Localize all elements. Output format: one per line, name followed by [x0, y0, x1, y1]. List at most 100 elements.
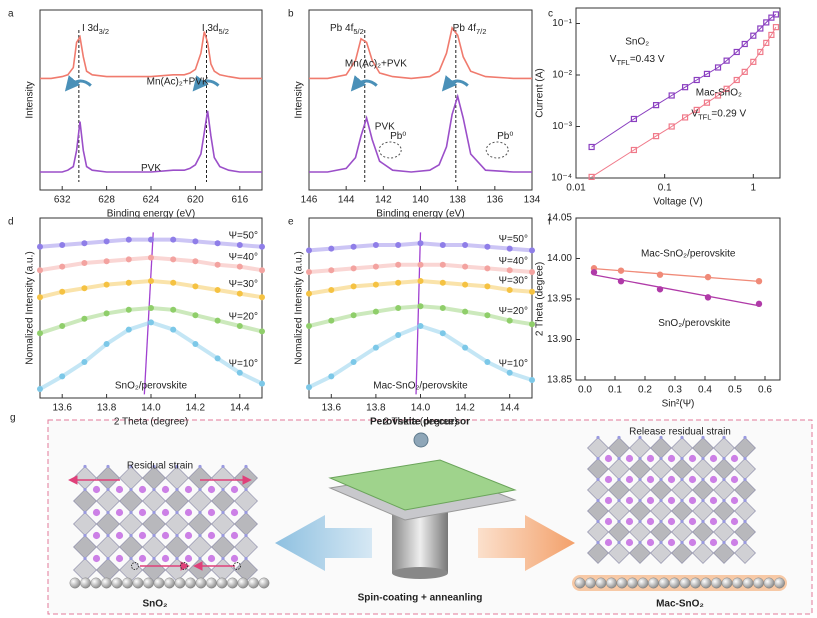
data-point [772, 24, 780, 31]
series-label: Ψ=40° [499, 256, 528, 267]
annotation-part: =0.29 V [711, 108, 746, 119]
data-point [372, 281, 379, 288]
data-point [723, 85, 730, 92]
data-point [704, 294, 712, 301]
octahedron [629, 542, 651, 564]
data-point [103, 310, 110, 317]
x-site [722, 498, 726, 503]
x-tick-label: 628 [98, 195, 115, 206]
x-tick-label: 0.1 [608, 385, 622, 396]
substrate-ball [627, 577, 638, 589]
data-point [350, 312, 357, 319]
x-site [617, 456, 621, 461]
a-site [709, 496, 718, 505]
panel-letter: e [288, 217, 294, 228]
left-arrow [275, 515, 372, 571]
substrate-ball [69, 577, 81, 589]
y-tick-label: 14.00 [547, 253, 572, 264]
y-axis-label: Nomalized Intensity (a.u.) [25, 251, 36, 364]
data-point [439, 305, 446, 311]
x-tick-label: 146 [301, 195, 318, 206]
data-point [148, 305, 154, 311]
data-point [37, 330, 43, 337]
annotation-part: TFL [698, 113, 711, 122]
series-label: Ψ=10° [499, 358, 528, 369]
x-site [743, 519, 747, 524]
x-site [83, 487, 87, 492]
data-point [656, 286, 664, 293]
x-site [152, 487, 156, 492]
a-site [184, 554, 193, 563]
data-point [733, 48, 740, 56]
annotation-part: I 3d [202, 23, 219, 34]
substrate-ball [90, 577, 102, 589]
data-point [125, 279, 132, 286]
x-site [83, 533, 87, 538]
x-site [175, 556, 179, 561]
data-point [192, 238, 199, 245]
annotation-part: SnO₂/perovskite [115, 380, 188, 391]
a-site [709, 538, 718, 547]
a-site [688, 454, 697, 463]
annotation-part: V [691, 108, 698, 119]
data-point [350, 359, 357, 365]
data-point [170, 279, 177, 286]
data-point [59, 323, 66, 329]
x-site [659, 540, 663, 545]
data-point [236, 369, 243, 376]
x-site [701, 519, 705, 524]
data-point [103, 281, 110, 288]
substrate-ball [648, 577, 659, 589]
data-point [350, 265, 357, 272]
a-site [730, 538, 739, 547]
data-point [259, 243, 265, 250]
annotation-part: Pb⁰ [497, 131, 513, 142]
series-label: Ψ=20° [499, 306, 528, 317]
substrate-ball [143, 577, 154, 589]
data-point [703, 70, 711, 78]
x-site [659, 456, 663, 461]
a-site [138, 508, 147, 517]
data-point [125, 256, 132, 263]
x-site [680, 456, 684, 461]
annotation-part: =0.43 V [630, 54, 665, 65]
a-site [604, 475, 613, 484]
a-site [625, 475, 634, 484]
substrate-ball [195, 577, 207, 589]
x-site [638, 456, 642, 461]
x-site [659, 519, 663, 524]
substrate-ball [122, 577, 133, 589]
data-point [103, 258, 110, 265]
data-point [652, 133, 660, 140]
x-site [596, 435, 600, 440]
data-point [328, 267, 335, 274]
substrate-ball [753, 577, 764, 589]
substrate-ball [164, 577, 175, 589]
x-site [198, 487, 202, 492]
x-site [743, 477, 747, 482]
x-site [83, 510, 87, 515]
data-point [306, 247, 312, 254]
substrate-ball [616, 577, 628, 589]
data-point [350, 283, 357, 290]
x-site [701, 498, 705, 503]
x-site [617, 519, 621, 524]
x-site [743, 435, 747, 440]
a-site [667, 496, 676, 505]
trend-line [415, 232, 422, 395]
data-point [529, 269, 535, 275]
series-line [308, 323, 533, 390]
data-point [741, 68, 748, 75]
data-point [328, 245, 335, 252]
a-site [184, 508, 193, 517]
data-point [529, 377, 535, 383]
data-point [439, 261, 446, 268]
x-site [106, 487, 110, 492]
data-point [462, 308, 469, 315]
data-point [462, 263, 469, 270]
x-site [129, 556, 133, 561]
data-point [259, 328, 265, 335]
annotation: I 3d5/2 [202, 23, 229, 37]
data-point [703, 99, 711, 106]
a-site [207, 508, 216, 517]
